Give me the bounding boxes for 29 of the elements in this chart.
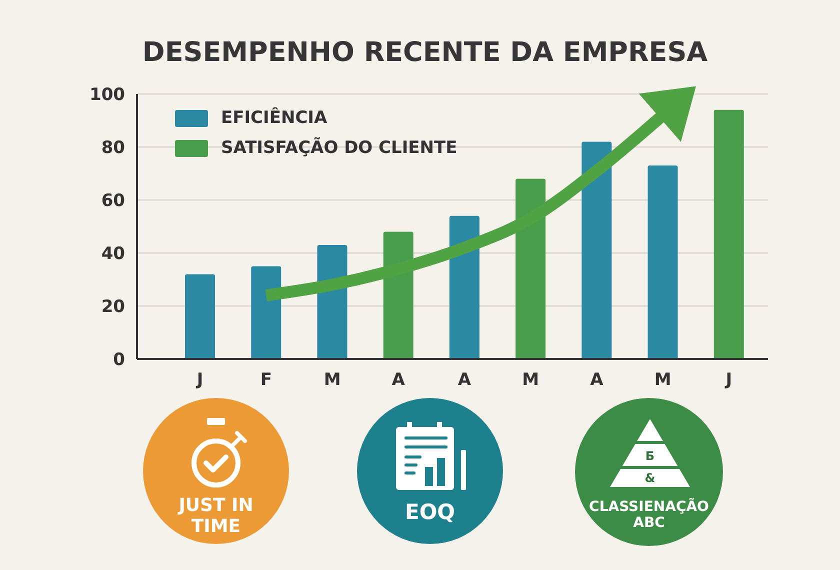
- y-tick-label: 60: [101, 191, 126, 212]
- bar: [251, 266, 282, 359]
- text: &: [644, 470, 656, 486]
- bar: [648, 166, 678, 359]
- bar: [449, 216, 480, 359]
- text: CLASSIENAÇÃO ABC: [588, 499, 710, 532]
- y-tick-label: 100: [90, 85, 126, 106]
- x-tick-label: A: [392, 370, 406, 390]
- x-tick-label: M: [324, 370, 341, 390]
- legend-label: EFICIÊNCIA: [221, 108, 328, 128]
- y-tick-label: 20: [101, 297, 126, 318]
- legend-label: SATISFAÇÃO DO CLIENTE: [221, 138, 458, 158]
- x-tick-label: M: [654, 370, 672, 390]
- bar: [582, 142, 612, 359]
- text: EOQ: [404, 500, 456, 524]
- y-tick-label: 40: [101, 244, 126, 264]
- bar: [185, 274, 215, 359]
- y-tick-label: 80: [101, 138, 126, 158]
- bar: [714, 110, 744, 359]
- x-tick-label: A: [590, 370, 604, 390]
- x-tick-label: M: [522, 370, 540, 390]
- x-tick-label: J: [196, 370, 204, 390]
- text: Б: [644, 448, 656, 464]
- text: JUST IN TIME: [176, 495, 254, 538]
- x-tick-label: A: [458, 370, 472, 390]
- chart-title: DESEMPENHO RECENTE DA EMPRESA: [141, 36, 709, 70]
- x-tick-label: J: [724, 370, 732, 390]
- x-tick-label: F: [260, 370, 272, 390]
- y-tick-label: 0: [113, 350, 126, 370]
